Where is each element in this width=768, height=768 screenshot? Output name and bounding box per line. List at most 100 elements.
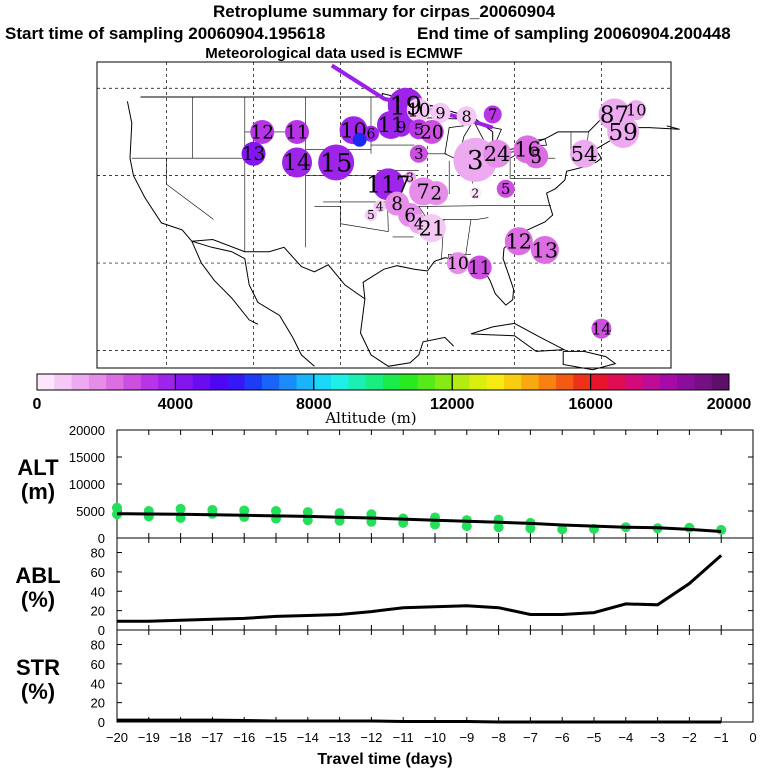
- colorbar-swatch: [486, 374, 505, 390]
- plume-blob: [352, 132, 367, 147]
- y-tick-label: 5000: [76, 504, 105, 519]
- panel-y-label-line: (m): [21, 479, 55, 504]
- plume-day-label: 2: [430, 184, 442, 205]
- colorbar-swatch: [659, 374, 678, 390]
- coastline-path: [191, 240, 259, 325]
- x-tick-label: −13: [329, 730, 351, 745]
- colorbar-tick-label: 20000: [707, 396, 752, 413]
- colorbar-swatch: [71, 374, 90, 390]
- colorbar-swatch: [348, 374, 367, 390]
- plume-blob: [241, 141, 266, 166]
- plume-day-label: 87: [600, 102, 630, 129]
- plume-day-label: 10: [407, 101, 430, 122]
- plume-blob: [591, 318, 612, 339]
- x-tick-label: −2: [682, 730, 697, 745]
- plume-day-label: 12: [251, 122, 274, 143]
- y-tick-label: 10000: [69, 477, 105, 492]
- plume-blob: [362, 125, 379, 142]
- x-tick-label: −6: [555, 730, 570, 745]
- y-tick-label: 20: [91, 696, 105, 711]
- y-tick-label: 0: [98, 531, 105, 546]
- plume-day-label: 9: [396, 117, 406, 136]
- state-border-path: [427, 217, 489, 220]
- plume-day-label: 5: [414, 120, 424, 139]
- plume-day-label: 6: [367, 126, 376, 142]
- altitude-median-line: [116, 512, 722, 533]
- plume-blob: [570, 139, 599, 168]
- met-data-label: Meteorological data used is ECMWF: [205, 45, 463, 62]
- plume-day-label: 5: [501, 181, 510, 198]
- altitude-scatter-point: [271, 506, 281, 516]
- x-tick-label: −18: [170, 730, 192, 745]
- plume-day-label: 4: [414, 214, 424, 233]
- colorbar-swatch: [607, 374, 626, 390]
- x-tick-label: −16: [233, 730, 255, 745]
- plume-blob: [409, 144, 428, 163]
- colorbar-swatch: [521, 374, 540, 390]
- colorbar-swatch: [106, 374, 124, 390]
- coastline-path: [191, 238, 366, 300]
- plume-blob: [406, 98, 431, 123]
- plume-day-label: 13: [532, 238, 558, 262]
- plume-blob: [467, 255, 492, 280]
- plume-day-label: 11: [468, 258, 491, 279]
- colorbar-swatch: [175, 374, 194, 390]
- plume-day-label: 3: [406, 171, 414, 185]
- plume-day-label: 2: [471, 186, 479, 200]
- panel-frame: [116, 537, 754, 631]
- panel-y-label: STR (%): [16, 655, 60, 704]
- x-tick-label: −11: [393, 730, 414, 745]
- start-time-label: Start time of sampling 20060904.195618: [5, 24, 326, 43]
- plume-blob: [469, 187, 482, 200]
- plume-day-label: 117: [366, 172, 410, 199]
- plume-day-label: 14: [591, 319, 611, 338]
- plume-day-label: 10: [626, 101, 646, 120]
- plume-day-label: 7: [417, 180, 430, 204]
- plume-blob: [285, 119, 310, 144]
- panel-alt: 0 5000 10000 15000 20000 ALT (m): [17, 423, 754, 546]
- colorbar-swatch: [331, 374, 349, 390]
- plume-blob: [430, 102, 451, 123]
- x-tick-label: −14: [297, 730, 319, 745]
- plume-day-label: 13: [242, 144, 265, 165]
- plume-day-label: 59: [608, 119, 638, 146]
- y-tick-label: 80: [91, 638, 105, 653]
- plume-blob: [524, 144, 549, 169]
- panel-frame: [116, 629, 754, 723]
- colorbar-swatch: [556, 374, 574, 390]
- plume-blob: [373, 200, 386, 213]
- plume-blob: [282, 147, 313, 178]
- colorbar-swatch: [279, 374, 297, 390]
- plume-day-label: 5: [367, 208, 375, 222]
- x-tick-label: 0: [749, 730, 756, 745]
- panel-y-label-line: (%): [21, 679, 55, 704]
- colorbar-swatch: [227, 374, 246, 390]
- coastline-path: [126, 101, 315, 367]
- colorbar-tick-label: 8000: [296, 396, 332, 413]
- plume-day-label: 8: [391, 194, 403, 215]
- colorbar-tick-label: 4000: [158, 396, 194, 413]
- y-tick-label: 60: [91, 657, 105, 672]
- y-tick-label: 15000: [69, 450, 105, 465]
- panel-y-label-line: (%): [21, 587, 55, 612]
- plume-day-label: 20: [420, 122, 443, 143]
- plume-day-label: 11: [285, 122, 308, 143]
- plume-blob: [504, 227, 533, 256]
- panel-abl: 0 20 40 60 80 ABL (%): [15, 537, 754, 638]
- colorbar-swatch: [261, 374, 280, 390]
- plume-day-label: 11: [378, 113, 404, 137]
- altitude-scatter-point: [175, 503, 186, 514]
- plume-blob: [404, 171, 417, 184]
- plume-day-label: 16: [514, 138, 540, 162]
- state-border-path: [417, 205, 551, 207]
- colorbar-swatch: [642, 374, 661, 390]
- colorbar-swatch: [192, 374, 211, 390]
- plume-blob: [626, 100, 647, 121]
- panel-y-label-line: STR: [16, 655, 60, 680]
- plume-blob: [391, 116, 412, 137]
- x-tick-label: −1: [714, 730, 729, 745]
- x-tick-label: −3: [650, 730, 665, 745]
- colorbar-swatch: [694, 374, 713, 390]
